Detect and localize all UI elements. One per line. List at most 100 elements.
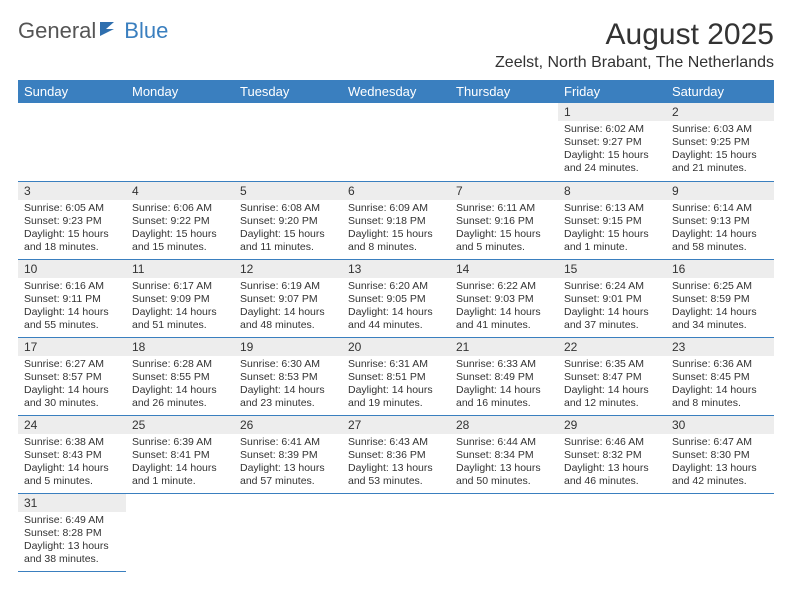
sunrise-text: Sunrise: 6:06 AM xyxy=(132,202,228,215)
day-body: Sunrise: 6:44 AMSunset: 8:34 PMDaylight:… xyxy=(450,434,558,493)
day-number: 9 xyxy=(666,182,774,200)
calendar-cell: 4Sunrise: 6:06 AMSunset: 9:22 PMDaylight… xyxy=(126,181,234,259)
sunrise-text: Sunrise: 6:03 AM xyxy=(672,123,768,136)
sunrise-text: Sunrise: 6:17 AM xyxy=(132,280,228,293)
day-body: Sunrise: 6:31 AMSunset: 8:51 PMDaylight:… xyxy=(342,356,450,415)
sunrise-text: Sunrise: 6:02 AM xyxy=(564,123,660,136)
day-body: Sunrise: 6:41 AMSunset: 8:39 PMDaylight:… xyxy=(234,434,342,493)
calendar-cell: 6Sunrise: 6:09 AMSunset: 9:18 PMDaylight… xyxy=(342,181,450,259)
sunrise-text: Sunrise: 6:49 AM xyxy=(24,514,120,527)
daylight-text: Daylight: 13 hours and 57 minutes. xyxy=(240,462,336,488)
daylight-text: Daylight: 13 hours and 50 minutes. xyxy=(456,462,552,488)
location: Zeelst, North Brabant, The Netherlands xyxy=(495,54,774,72)
day-body: Sunrise: 6:27 AMSunset: 8:57 PMDaylight:… xyxy=(18,356,126,415)
calendar-row: 17Sunrise: 6:27 AMSunset: 8:57 PMDayligh… xyxy=(18,337,774,415)
calendar-cell: 29Sunrise: 6:46 AMSunset: 8:32 PMDayligh… xyxy=(558,415,666,493)
calendar-cell: 30Sunrise: 6:47 AMSunset: 8:30 PMDayligh… xyxy=(666,415,774,493)
day-body: Sunrise: 6:24 AMSunset: 9:01 PMDaylight:… xyxy=(558,278,666,337)
calendar-cell-empty xyxy=(342,493,450,571)
logo-text-general: General xyxy=(18,18,96,44)
day-number: 2 xyxy=(666,103,774,121)
day-body: Sunrise: 6:20 AMSunset: 9:05 PMDaylight:… xyxy=(342,278,450,337)
day-number: 19 xyxy=(234,338,342,356)
calendar-cell: 10Sunrise: 6:16 AMSunset: 9:11 PMDayligh… xyxy=(18,259,126,337)
day-number: 5 xyxy=(234,182,342,200)
month-title: August 2025 xyxy=(495,18,774,52)
day-number: 11 xyxy=(126,260,234,278)
day-body: Sunrise: 6:06 AMSunset: 9:22 PMDaylight:… xyxy=(126,200,234,259)
daylight-text: Daylight: 14 hours and 26 minutes. xyxy=(132,384,228,410)
day-number: 20 xyxy=(342,338,450,356)
daylight-text: Daylight: 13 hours and 38 minutes. xyxy=(24,540,120,566)
day-body: Sunrise: 6:28 AMSunset: 8:55 PMDaylight:… xyxy=(126,356,234,415)
weekday-header: Wednesday xyxy=(342,80,450,103)
calendar-cell: 12Sunrise: 6:19 AMSunset: 9:07 PMDayligh… xyxy=(234,259,342,337)
sunrise-text: Sunrise: 6:19 AM xyxy=(240,280,336,293)
calendar-cell-empty xyxy=(666,493,774,571)
day-number: 18 xyxy=(126,338,234,356)
sunrise-text: Sunrise: 6:22 AM xyxy=(456,280,552,293)
sunrise-text: Sunrise: 6:38 AM xyxy=(24,436,120,449)
weekday-header: Thursday xyxy=(450,80,558,103)
sunrise-text: Sunrise: 6:14 AM xyxy=(672,202,768,215)
calendar-cell: 15Sunrise: 6:24 AMSunset: 9:01 PMDayligh… xyxy=(558,259,666,337)
calendar-body: 1Sunrise: 6:02 AMSunset: 9:27 PMDaylight… xyxy=(18,103,774,571)
daylight-text: Daylight: 14 hours and 19 minutes. xyxy=(348,384,444,410)
daylight-text: Daylight: 15 hours and 5 minutes. xyxy=(456,228,552,254)
daylight-text: Daylight: 14 hours and 37 minutes. xyxy=(564,306,660,332)
sunset-text: Sunset: 9:03 PM xyxy=(456,293,552,306)
sunset-text: Sunset: 8:32 PM xyxy=(564,449,660,462)
calendar-cell: 16Sunrise: 6:25 AMSunset: 8:59 PMDayligh… xyxy=(666,259,774,337)
sunrise-text: Sunrise: 6:09 AM xyxy=(348,202,444,215)
calendar-cell: 8Sunrise: 6:13 AMSunset: 9:15 PMDaylight… xyxy=(558,181,666,259)
day-body: Sunrise: 6:02 AMSunset: 9:27 PMDaylight:… xyxy=(558,121,666,180)
sunrise-text: Sunrise: 6:33 AM xyxy=(456,358,552,371)
calendar-row: 10Sunrise: 6:16 AMSunset: 9:11 PMDayligh… xyxy=(18,259,774,337)
daylight-text: Daylight: 14 hours and 5 minutes. xyxy=(24,462,120,488)
calendar-cell: 27Sunrise: 6:43 AMSunset: 8:36 PMDayligh… xyxy=(342,415,450,493)
day-number: 21 xyxy=(450,338,558,356)
daylight-text: Daylight: 14 hours and 23 minutes. xyxy=(240,384,336,410)
day-number: 3 xyxy=(18,182,126,200)
sunrise-text: Sunrise: 6:27 AM xyxy=(24,358,120,371)
day-body: Sunrise: 6:09 AMSunset: 9:18 PMDaylight:… xyxy=(342,200,450,259)
calendar-cell: 13Sunrise: 6:20 AMSunset: 9:05 PMDayligh… xyxy=(342,259,450,337)
sunset-text: Sunset: 9:27 PM xyxy=(564,136,660,149)
weekday-header: Friday xyxy=(558,80,666,103)
day-body: Sunrise: 6:14 AMSunset: 9:13 PMDaylight:… xyxy=(666,200,774,259)
day-body: Sunrise: 6:47 AMSunset: 8:30 PMDaylight:… xyxy=(666,434,774,493)
sunrise-text: Sunrise: 6:16 AM xyxy=(24,280,120,293)
calendar-table: Sunday Monday Tuesday Wednesday Thursday… xyxy=(18,80,774,572)
sunrise-text: Sunrise: 6:47 AM xyxy=(672,436,768,449)
day-body: Sunrise: 6:03 AMSunset: 9:25 PMDaylight:… xyxy=(666,121,774,180)
sunrise-text: Sunrise: 6:41 AM xyxy=(240,436,336,449)
sunrise-text: Sunrise: 6:08 AM xyxy=(240,202,336,215)
sunset-text: Sunset: 8:53 PM xyxy=(240,371,336,384)
sunset-text: Sunset: 8:57 PM xyxy=(24,371,120,384)
daylight-text: Daylight: 14 hours and 41 minutes. xyxy=(456,306,552,332)
weekday-header: Saturday xyxy=(666,80,774,103)
daylight-text: Daylight: 14 hours and 30 minutes. xyxy=(24,384,120,410)
day-number: 13 xyxy=(342,260,450,278)
day-body: Sunrise: 6:19 AMSunset: 9:07 PMDaylight:… xyxy=(234,278,342,337)
sunrise-text: Sunrise: 6:25 AM xyxy=(672,280,768,293)
day-body: Sunrise: 6:11 AMSunset: 9:16 PMDaylight:… xyxy=(450,200,558,259)
day-number: 25 xyxy=(126,416,234,434)
calendar-cell: 11Sunrise: 6:17 AMSunset: 9:09 PMDayligh… xyxy=(126,259,234,337)
daylight-text: Daylight: 13 hours and 46 minutes. xyxy=(564,462,660,488)
daylight-text: Daylight: 14 hours and 16 minutes. xyxy=(456,384,552,410)
sunset-text: Sunset: 8:45 PM xyxy=(672,371,768,384)
calendar-cell-empty xyxy=(126,103,234,181)
day-body: Sunrise: 6:08 AMSunset: 9:20 PMDaylight:… xyxy=(234,200,342,259)
daylight-text: Daylight: 13 hours and 42 minutes. xyxy=(672,462,768,488)
daylight-text: Daylight: 15 hours and 24 minutes. xyxy=(564,149,660,175)
daylight-text: Daylight: 14 hours and 1 minute. xyxy=(132,462,228,488)
sunrise-text: Sunrise: 6:11 AM xyxy=(456,202,552,215)
sunset-text: Sunset: 9:11 PM xyxy=(24,293,120,306)
day-number: 31 xyxy=(18,494,126,512)
sunset-text: Sunset: 9:25 PM xyxy=(672,136,768,149)
day-number: 1 xyxy=(558,103,666,121)
day-body: Sunrise: 6:05 AMSunset: 9:23 PMDaylight:… xyxy=(18,200,126,259)
daylight-text: Daylight: 15 hours and 18 minutes. xyxy=(24,228,120,254)
sunset-text: Sunset: 8:43 PM xyxy=(24,449,120,462)
